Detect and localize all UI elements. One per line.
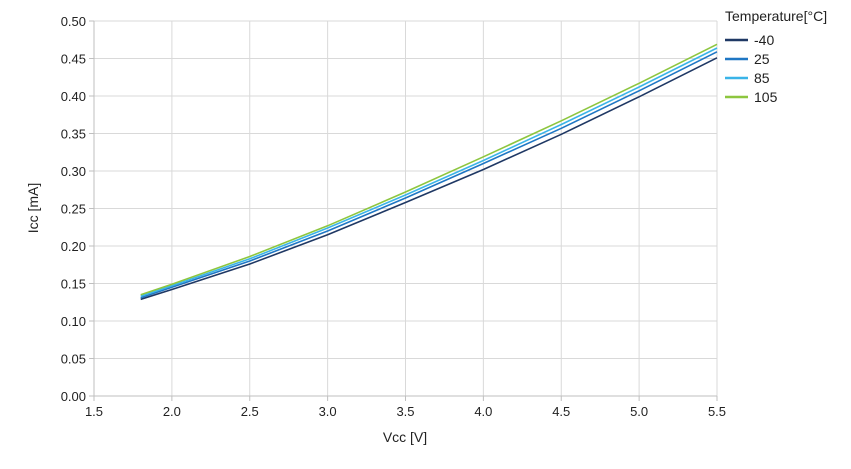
x-tick-label: 5.5	[708, 404, 726, 419]
y-tick-label: 0.20	[61, 239, 86, 254]
series-line--40	[140, 57, 718, 301]
y-axis-ticks: 0.00 0.05 0.10 0.15 0.20 0.25 0.30 0.35 0.40 0.45…	[61, 14, 94, 404]
legend-label-105: 105	[754, 89, 778, 105]
x-tick-label: 4.5	[552, 404, 570, 419]
series-line-85	[140, 47, 718, 298]
x-tick-label: 1.5	[85, 404, 103, 419]
y-tick-label: 0.40	[61, 89, 86, 104]
series-line-105	[140, 43, 718, 296]
y-tick-label: 0.05	[61, 352, 86, 367]
y-tick-label: 0.45	[61, 52, 86, 67]
y-tick-label: 0.15	[61, 277, 86, 292]
series-line-25	[140, 51, 718, 299]
x-tick-label: 5.0	[630, 404, 648, 419]
y-tick-label: 0.35	[61, 127, 86, 142]
y-tick-label: 0.10	[61, 314, 86, 329]
grid	[93, 20, 718, 397]
x-tick-label: 3.0	[319, 404, 337, 419]
x-tick-label: 4.0	[474, 404, 492, 419]
y-tick-label: 0.30	[61, 164, 86, 179]
x-tick-label: 2.0	[163, 404, 181, 419]
y-axis-title: Icc [mA]	[25, 183, 41, 234]
y-tick-label: 0.25	[61, 202, 86, 217]
x-axis-title: Vcc [V]	[383, 429, 427, 445]
legend-items: -40 25 85 105	[725, 32, 778, 105]
x-tick-label: 3.5	[396, 404, 414, 419]
x-tick-label: 2.5	[241, 404, 259, 419]
legend-title: Temperature[°C]	[725, 8, 827, 24]
y-tick-label: 0.50	[61, 14, 86, 29]
x-axis-ticks: 1.5 2.0 2.5 3.0 3.5 4.0 4.5 5.0 5.5	[85, 396, 726, 419]
series-lines	[140, 43, 718, 301]
y-tick-label: 0.00	[61, 389, 86, 404]
legend-label-85: 85	[754, 70, 770, 86]
legend: Temperature[°C] -40 25 85 105	[725, 8, 827, 105]
legend-label-25: 25	[754, 51, 770, 67]
legend-label--40: -40	[754, 32, 774, 48]
